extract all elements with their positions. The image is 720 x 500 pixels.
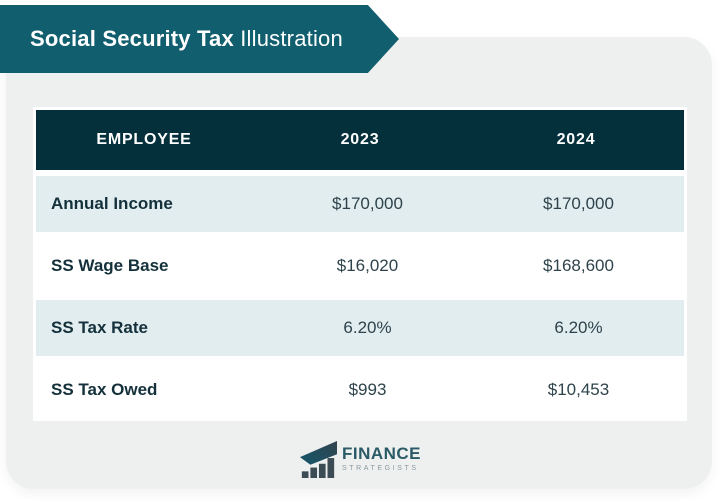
table-header-row: EMPLOYEE 2023 2024 (36, 110, 684, 170)
column-header-2023: 2023 (340, 131, 380, 148)
value-2024: $10,453 (547, 380, 610, 399)
page-title: Social Security Tax Illustration (30, 26, 343, 52)
table-row-ss-tax-rate: SS Tax Rate 6.20% 6.20% (36, 300, 684, 356)
tax-table: EMPLOYEE 2023 2024 Annual Income $170,00… (33, 107, 687, 421)
page-title-main: Social Security Tax (30, 26, 234, 51)
brand-lockup: FINANCE STRATEGISTS (299, 440, 421, 478)
column-header-2024: 2024 (556, 131, 596, 148)
value-2024: 6.20% (554, 318, 603, 337)
value-2023: $16,020 (336, 256, 399, 275)
row-label: Annual Income (51, 194, 173, 213)
footer-brand: FINANCE STRATEGISTS (0, 440, 720, 478)
row-label: SS Wage Base (51, 256, 169, 275)
brand-text: FINANCE STRATEGISTS (342, 445, 421, 473)
value-2024: $170,000 (543, 194, 614, 213)
title-banner: Social Security Tax Illustration (0, 5, 399, 73)
value-2023: $993 (348, 380, 387, 399)
brand-subtitle: STRATEGISTS (341, 465, 419, 472)
column-header-employee: EMPLOYEE (96, 131, 192, 148)
table-row-ss-wage-base: SS Wage Base $16,020 $168,600 (36, 238, 684, 294)
value-2024: $168,600 (543, 256, 614, 275)
table-row-ss-tax-owed: SS Tax Owed $993 $10,453 (36, 362, 684, 418)
finance-strategists-logo-icon (299, 440, 337, 478)
row-label: SS Tax Rate (51, 318, 149, 337)
table-row-annual-income: Annual Income $170,000 $170,000 (36, 176, 684, 232)
page-title-secondary: Illustration (240, 26, 343, 51)
value-2023: 6.20% (343, 318, 392, 337)
value-2023: $170,000 (332, 194, 403, 213)
row-label: SS Tax Owed (51, 380, 158, 399)
brand-name: FINANCE (341, 444, 422, 463)
